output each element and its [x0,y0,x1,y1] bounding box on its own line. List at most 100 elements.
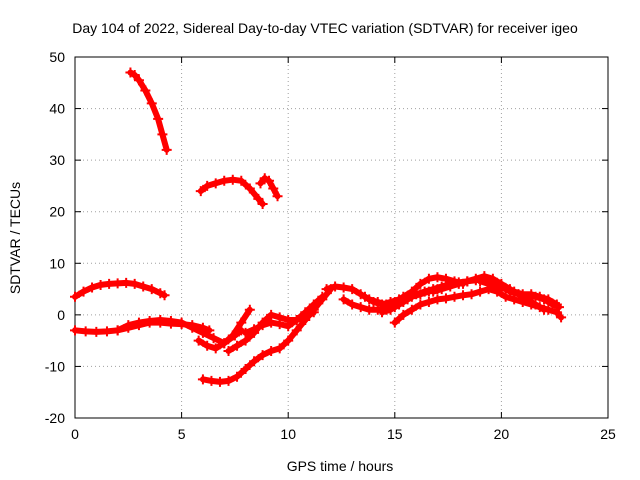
y-tick-label: 20 [49,204,65,220]
y-tick-label: 10 [49,255,65,271]
data-point [129,70,140,81]
data-point [338,294,349,305]
data-point [153,113,164,124]
data-point [355,302,366,313]
data-point [146,284,157,295]
data-point [300,307,311,318]
y-tick-label: -20 [45,410,65,426]
data-point [133,75,144,86]
data-point [543,294,554,305]
data-point [161,144,172,155]
data-point [483,278,494,289]
data-point [202,180,213,191]
data-point [133,317,144,328]
data-point [202,340,213,351]
data-point [466,289,477,300]
data-point [210,343,221,354]
data-point [195,186,206,197]
series-arc1 [125,67,172,155]
data-point [321,284,332,295]
data-point [509,286,520,297]
data-point [406,304,417,315]
data-point [187,322,198,333]
data-point [308,299,319,310]
y-tick-label: 40 [49,101,65,117]
data-point [210,178,221,189]
data-point [257,320,268,331]
data-point [385,296,396,307]
series-arc7 [193,304,255,354]
data-point [453,278,464,289]
data-point [240,327,251,338]
data-point [165,316,176,327]
data-point [223,375,234,386]
data-point [415,278,426,289]
data-point [551,299,562,310]
data-point [274,319,285,330]
data-point [539,304,550,315]
series-arc3 [255,173,283,202]
data-point [249,356,260,367]
data-point [359,291,370,302]
data-point [283,335,294,346]
data-point [87,282,98,293]
data-point [129,278,140,289]
data-point [206,375,217,386]
data-point [389,317,400,328]
data-point [95,279,106,290]
data-point [223,345,234,356]
x-tick-label: 15 [387,426,403,442]
data-point [291,325,302,336]
series-line [242,293,326,336]
data-point [101,326,112,337]
data-point [398,309,409,320]
data-point [159,290,170,301]
data-point [138,281,149,292]
data-point [227,174,238,185]
x-tick-label: 25 [600,426,616,442]
x-tick-label: 10 [280,426,296,442]
data-point [436,284,447,295]
data-point [556,312,567,323]
data-point [419,286,430,297]
data-point [146,98,157,109]
data-point [140,85,151,96]
data-point [112,278,123,289]
data-point [80,326,91,337]
data-point [394,294,405,305]
data-point [534,291,545,302]
data-point [330,281,341,292]
data-point [249,324,260,335]
data-point [236,175,247,186]
data-point [176,317,187,328]
y-tick-label: -10 [45,358,65,374]
data-point [78,286,89,297]
grid-layer [75,57,608,418]
data-point [227,330,238,341]
data-point [517,289,528,300]
series-arc16 [475,276,562,310]
data-point [423,273,434,284]
data-point [70,325,80,336]
data-point [197,327,208,338]
data-point [423,296,434,307]
data-point [264,175,275,186]
x-tick-label: 0 [71,426,79,442]
data-point [208,333,219,344]
data-point [291,315,302,326]
series-arc2 [195,174,268,209]
data-point [377,299,388,310]
data-point [428,286,439,297]
data-point [255,178,266,189]
data-point [91,326,102,337]
data-point [197,374,208,385]
series-line [477,278,560,308]
data-point [257,350,268,361]
data-point [144,316,155,327]
y-tick-label: 50 [49,49,65,65]
data-point [257,198,268,209]
data-point [219,175,230,186]
chart-title: Day 104 of 2022, Sidereal Day-to-day VTE… [72,20,578,36]
data-point [411,289,422,300]
